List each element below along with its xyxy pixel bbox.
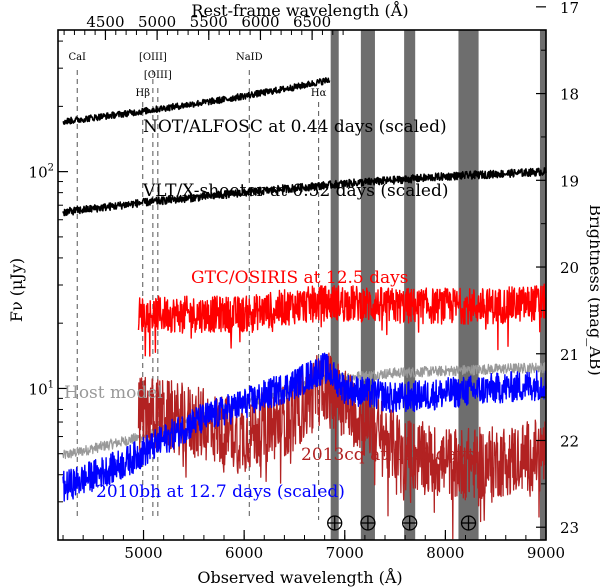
x-tick-label: 7000 (326, 544, 364, 562)
x-top-tick-label: 6000 (241, 13, 279, 31)
y-tick-label: 101 (29, 379, 54, 398)
label-gtc: GTC/OSIRIS at 12.5 days (191, 268, 409, 288)
y-axis-title-right: Brightness (mag_AB) (586, 204, 600, 376)
y-right-tick-label: 23 (560, 519, 579, 537)
x-axis-title-top: Rest-frame wavelength (Å) (191, 0, 408, 20)
y-right-tick-label: 17 (560, 0, 579, 17)
y-axis-title: Fν (μJy) (7, 258, 26, 322)
x-top-tick-label: 4500 (86, 13, 124, 31)
x-tick-label: 5000 (124, 544, 162, 562)
label-not: NOT/ALFOSC at 0.44 days (scaled) (143, 117, 447, 137)
spectral-line-label: Hβ (135, 88, 150, 99)
series-line (137, 283, 547, 357)
axis-ticks: 5000 6000 7000 8000 9000 4500 5000 5500 6000 6500… (29, 0, 580, 562)
y-right-tick-label: 19 (560, 172, 579, 190)
label-2013cq: 2013cq at 12.5 days (301, 445, 475, 465)
spectral-line-label: [OIII] (144, 70, 172, 81)
telluric-band (404, 30, 416, 540)
spectra-series (62, 77, 547, 540)
x-tick-label: 8000 (426, 544, 464, 562)
x-tick-label: 6000 (225, 544, 263, 562)
y-right-tick-label: 22 (560, 432, 579, 450)
label-vlt: VLT/X-shooter at 0.52 days (scaled) (142, 181, 448, 201)
spectral-line-label: Hα (311, 88, 327, 99)
telluric-band (539, 30, 546, 540)
label-host: Host model (64, 383, 163, 403)
y-right-tick-label: 18 (560, 86, 579, 104)
x-tick-label: 9000 (527, 544, 565, 562)
telluric-band (458, 30, 479, 540)
x-axis-title: Observed wavelength (Å) (197, 567, 402, 587)
x-top-tick-label: 5000 (138, 13, 176, 31)
y-tick-label: 102 (29, 163, 54, 182)
telluric-band (330, 30, 339, 540)
spectral-line-label: [OIII] (139, 52, 167, 63)
x-top-tick-label: 6500 (293, 13, 331, 31)
x-top-tick-label: 5500 (190, 13, 228, 31)
y-tick-exp: 1 (48, 379, 54, 390)
series-line (62, 167, 547, 217)
series-line (62, 77, 331, 125)
y-right-tick-label: 21 (560, 346, 579, 364)
spectral-line-label: CaI (68, 52, 86, 63)
label-2010bh: 2010bh at 12.7 days (scaled) (96, 482, 345, 502)
y-right-tick-label: 20 (560, 259, 579, 277)
series-line (62, 352, 547, 502)
y-tick-exp: 2 (48, 163, 54, 174)
spectral-line-label: NaID (236, 52, 263, 63)
